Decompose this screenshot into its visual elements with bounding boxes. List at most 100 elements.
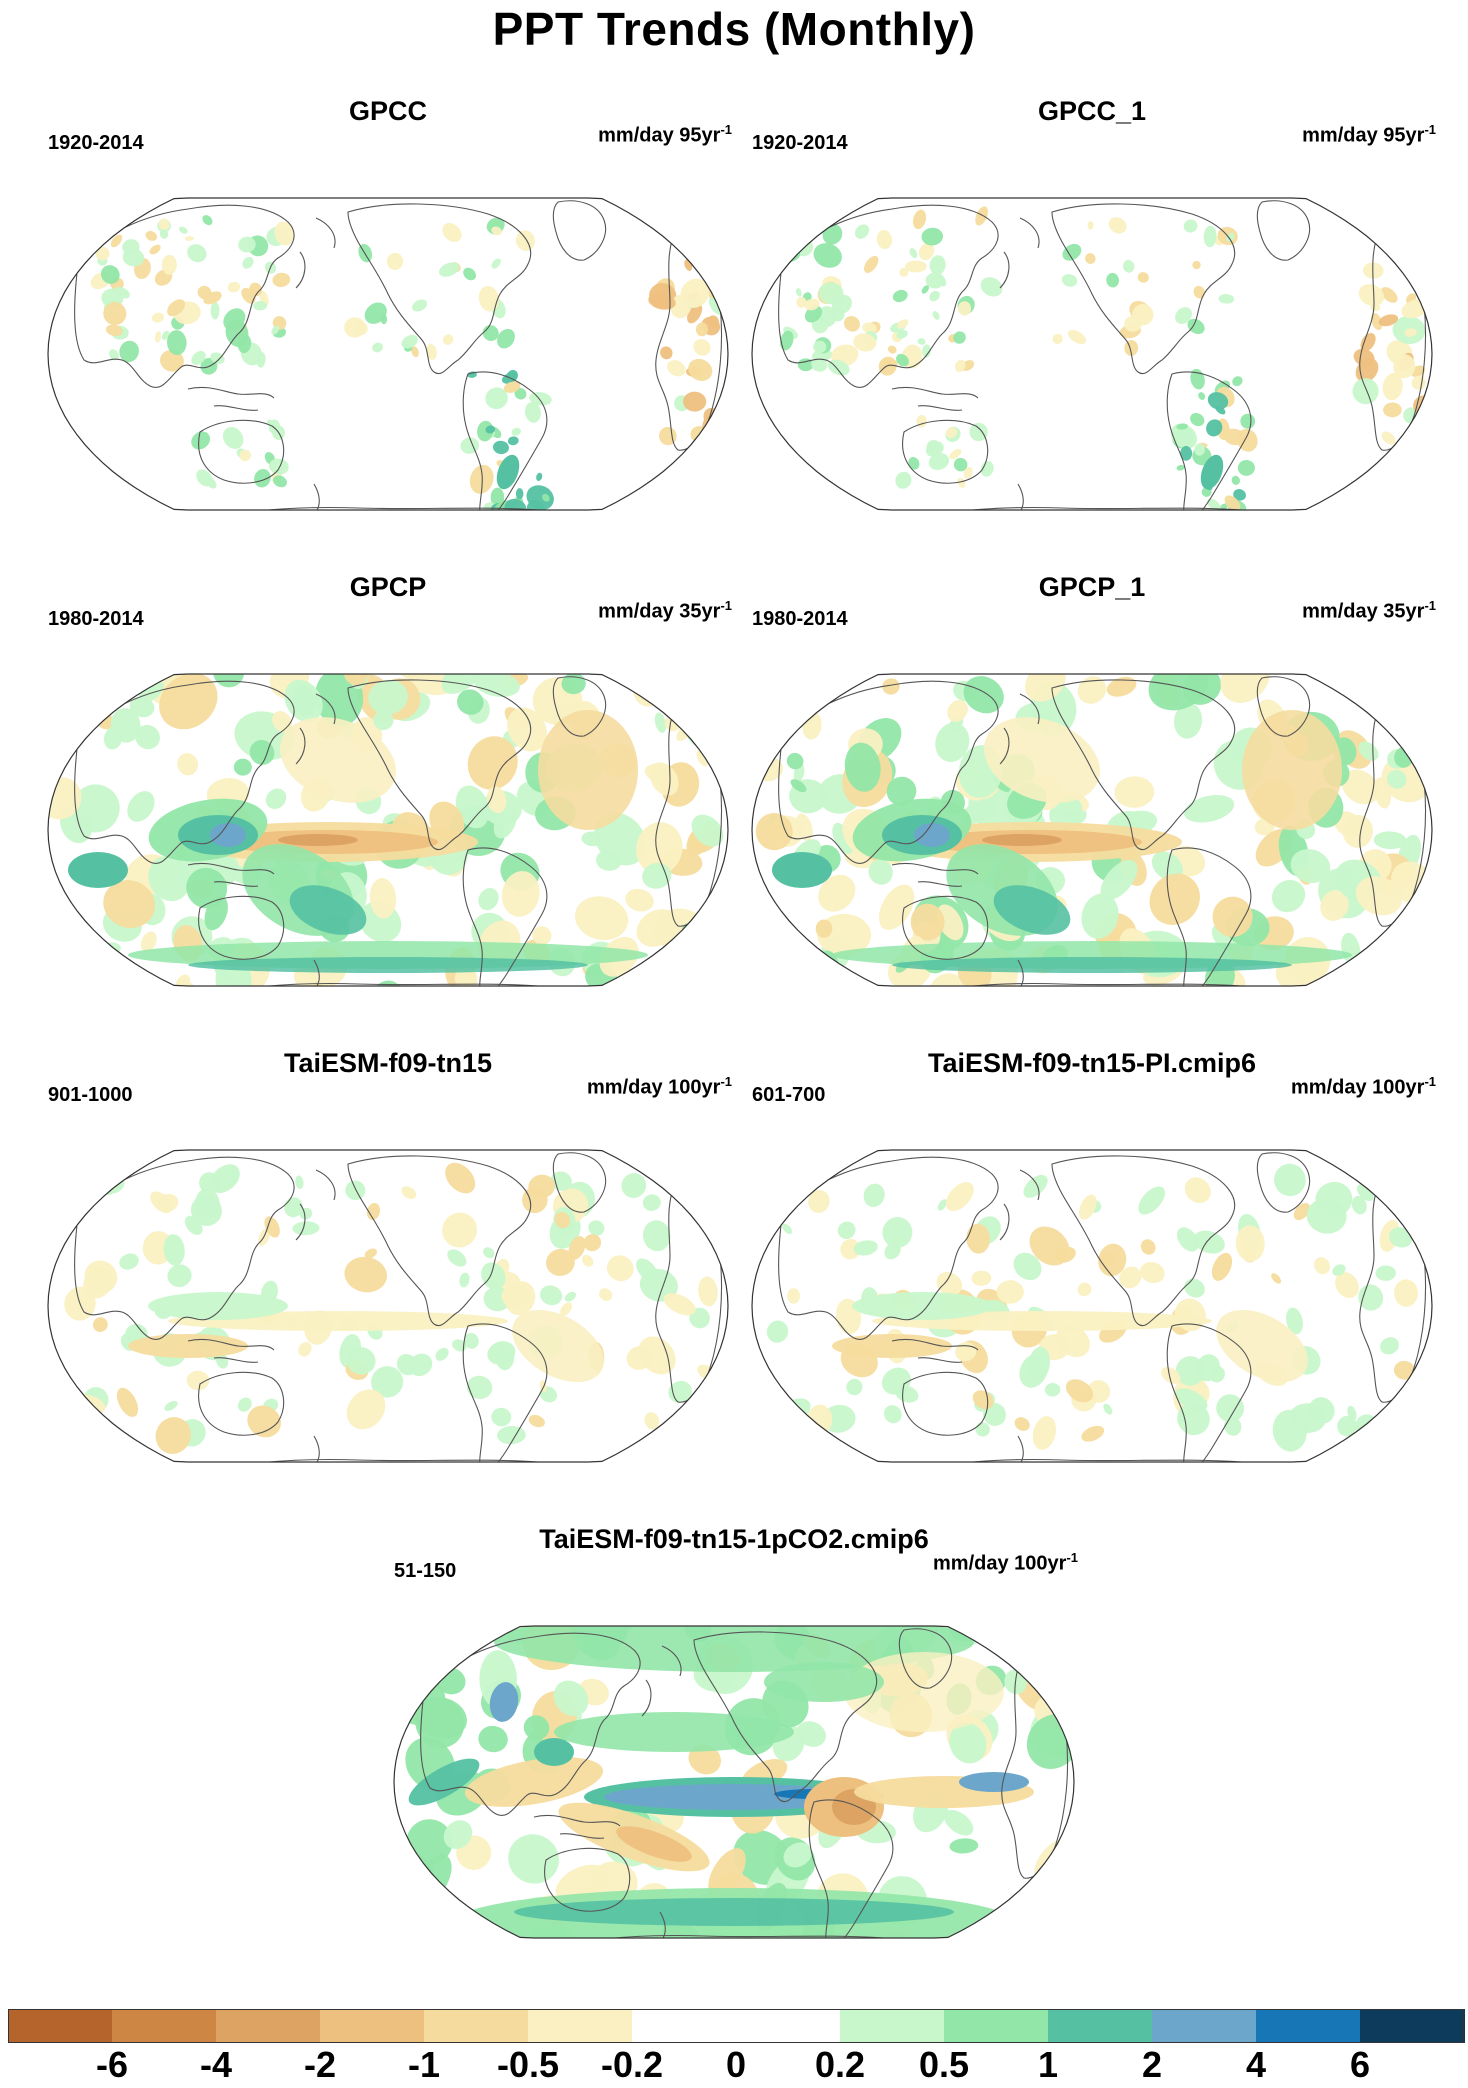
trend-shading	[293, 984, 321, 1013]
trend-shading	[163, 1234, 185, 1266]
trend-shading	[972, 1390, 994, 1410]
trend-shading	[914, 823, 950, 847]
trend-shading	[273, 475, 287, 488]
colorbar-tick-label: -6	[95, 2044, 129, 2085]
coastline	[1256, 1152, 1310, 1213]
trend-shading	[148, 855, 191, 902]
trend-shading	[346, 1347, 376, 1375]
trend-shading	[119, 1253, 139, 1270]
trend-shading	[936, 904, 964, 941]
trend-shading	[485, 425, 496, 434]
trend-shading	[642, 1220, 671, 1252]
trend-shading	[583, 1234, 602, 1252]
coastline	[313, 1435, 320, 1462]
trend-shading	[949, 1722, 987, 1764]
trend-shading	[957, 301, 972, 316]
trend-shading	[595, 849, 622, 871]
trend-shading	[474, 674, 520, 698]
trend-shading	[949, 1838, 979, 1854]
colorbar-tick-label: -2	[303, 2044, 337, 2085]
trend-shading	[1240, 413, 1256, 429]
trend-shading	[1043, 1668, 1069, 1694]
trend-shading	[204, 475, 217, 489]
trend-shading	[688, 969, 715, 986]
trend-shading	[74, 244, 93, 257]
trend-shading	[268, 458, 289, 475]
coastline	[1166, 1323, 1252, 1462]
panel-units: mm/day 35yr-1	[598, 598, 732, 623]
trend-shading	[564, 1291, 576, 1302]
colorbar-cell	[528, 2009, 633, 2043]
trend-shading	[401, 1628, 432, 1649]
coastline	[999, 727, 1010, 765]
world-map	[393, 1625, 1075, 1939]
trend-shading	[808, 1190, 830, 1213]
coastline	[462, 1323, 548, 1462]
trend-shading	[959, 1772, 1029, 1792]
trend-shading	[128, 1325, 148, 1341]
world-map	[751, 1149, 1433, 1463]
trend-shading	[1103, 1403, 1113, 1415]
trend-shading	[932, 311, 940, 320]
coastline	[315, 217, 336, 249]
trend-shading	[1358, 1284, 1384, 1311]
trend-shading	[1023, 1626, 1070, 1670]
trend-shading	[508, 1834, 559, 1884]
trend-shading	[1170, 423, 1198, 449]
trend-shading	[1381, 431, 1396, 445]
trend-shading	[1404, 328, 1417, 337]
map-panel-gpcp-1: GPCP_1 1980-2014 mm/day 35yr-1	[742, 572, 1442, 1042]
trend-shading	[83, 674, 117, 704]
trend-shading	[766, 1320, 789, 1343]
trend-shading	[1387, 770, 1407, 789]
trend-shading	[227, 281, 241, 293]
panel-title: GPCC	[348, 96, 427, 126]
trend-shading	[295, 1175, 304, 1190]
coastline	[917, 881, 963, 887]
trend-shading	[161, 330, 170, 340]
trend-shading	[752, 689, 784, 730]
trend-shading	[406, 1819, 453, 1866]
trend-shading	[1137, 272, 1149, 283]
coastline	[1019, 217, 1040, 249]
trend-shading	[149, 244, 161, 255]
coastline	[544, 1847, 631, 1912]
trend-shading	[526, 500, 545, 510]
trend-shading	[223, 1168, 239, 1186]
trend-shading	[1193, 1230, 1225, 1254]
trend-shading	[832, 1334, 952, 1358]
trend-shading	[494, 1626, 974, 1672]
trend-shading	[688, 1744, 722, 1775]
coastline	[213, 1357, 259, 1363]
trend-shading	[1335, 1272, 1359, 1299]
trend-field	[752, 674, 1432, 986]
trend-shading	[818, 282, 844, 305]
trend-shading	[486, 786, 507, 814]
trend-shading	[515, 488, 524, 500]
world-map	[47, 1149, 729, 1463]
trend-shading	[445, 1162, 476, 1194]
colorbar-tick-label: 0.2	[814, 2044, 866, 2085]
trend-shading	[1044, 1383, 1061, 1397]
trend-shading	[501, 1284, 531, 1308]
trend-shading	[1332, 1264, 1346, 1276]
trend-shading	[546, 1248, 575, 1276]
trend-shading	[415, 1697, 467, 1739]
trend-shading	[1014, 1417, 1030, 1431]
trend-shading	[443, 1820, 473, 1850]
trend-shading	[796, 1721, 826, 1747]
trend-shading	[1370, 963, 1406, 986]
trend-shading	[447, 1249, 467, 1267]
coastline	[1051, 679, 1236, 851]
trend-shading	[84, 985, 114, 986]
colorbar-cell	[1152, 2009, 1257, 2043]
panel-units: mm/day 95yr-1	[598, 122, 732, 147]
trend-shading	[1337, 1415, 1357, 1437]
coastline	[917, 1357, 963, 1363]
trend-shading	[554, 1712, 794, 1752]
coastline	[552, 200, 606, 261]
trend-shading	[1067, 329, 1087, 345]
trend-shading	[528, 1414, 545, 1428]
trend-shading	[1023, 1174, 1048, 1198]
trend-shading	[278, 834, 358, 846]
